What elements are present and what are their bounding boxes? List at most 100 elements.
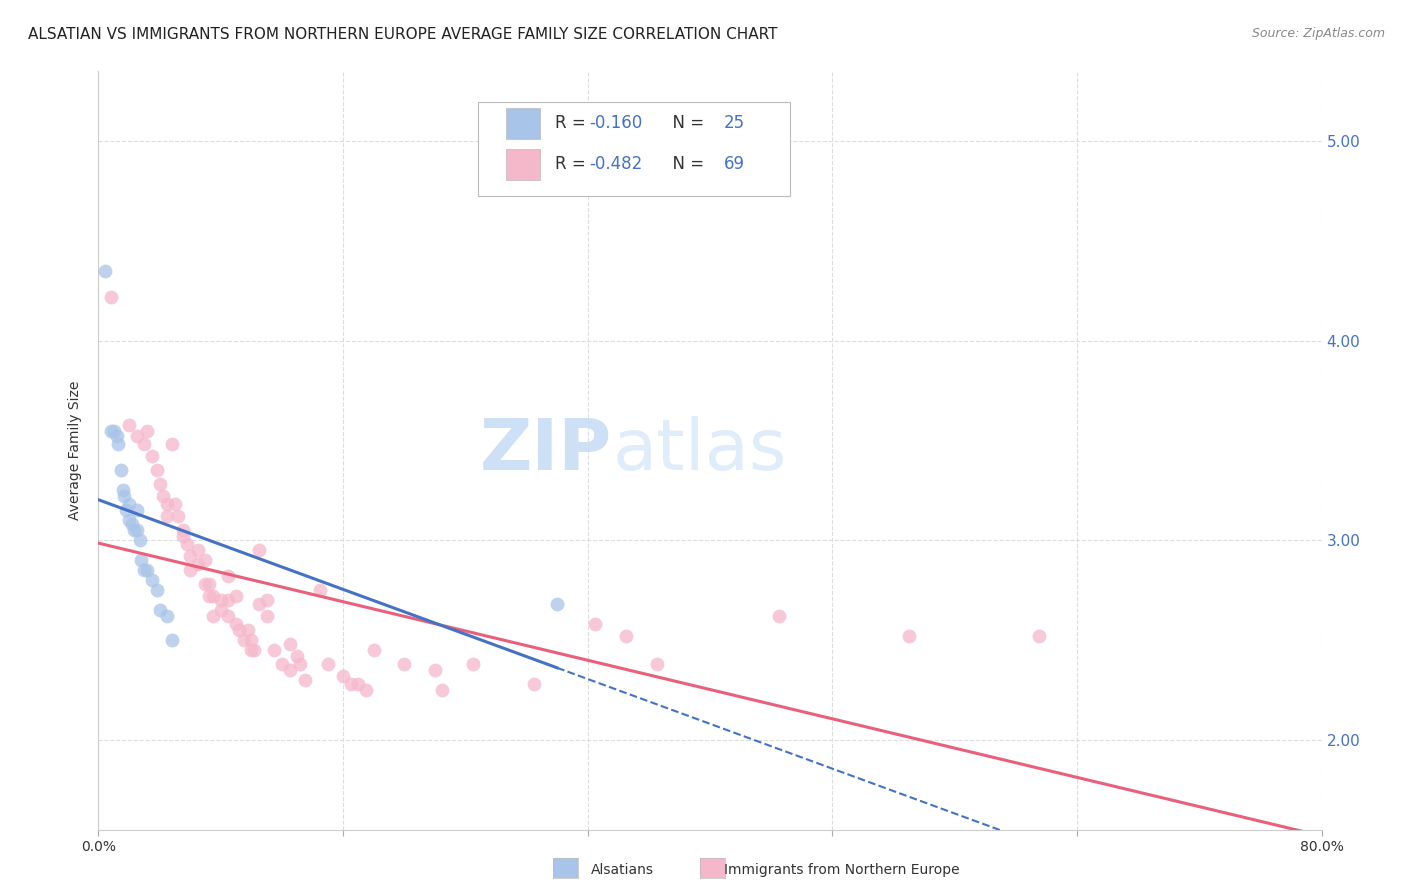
Point [145,463,167,477]
Point [167,509,190,524]
Point [187,557,209,572]
Point [149,477,172,491]
Point [172,529,194,543]
Point [354,682,377,697]
Point [145,583,167,598]
Point [240,633,263,648]
Point [523,677,546,691]
Point [136,563,159,577]
Y-axis label: Average Family Size: Average Family Size [69,381,83,520]
Point [209,593,232,607]
Point [128,533,150,548]
Text: Source: ZipAtlas.com: Source: ZipAtlas.com [1251,27,1385,40]
Point [129,553,152,567]
Point [172,523,194,537]
Point [118,513,141,527]
Bar [506,108,540,138]
Point [217,609,239,624]
Point [225,617,247,632]
Point [228,623,250,637]
Point [202,609,225,624]
Text: Alsatians: Alsatians [591,863,654,877]
Point [202,589,225,603]
Point [125,429,148,443]
Point [339,677,361,691]
Point [100,290,122,304]
Point [122,523,145,537]
Point [163,497,186,511]
Text: 69: 69 [724,155,745,173]
Point [232,633,254,648]
Point [103,424,125,438]
Point [256,609,278,624]
Point [461,657,484,671]
Point [136,424,159,438]
Text: -0.482: -0.482 [589,155,643,173]
Point [363,643,385,657]
Point [897,629,920,643]
Point [160,437,183,451]
Text: R =: R = [555,155,591,173]
Point [115,503,138,517]
Point [583,617,606,632]
Point [125,523,148,537]
Point [423,663,446,677]
Point [225,589,247,603]
Point [768,609,790,624]
Point [176,537,198,551]
Point [270,657,294,671]
Text: R =: R = [555,114,591,132]
Point [278,637,301,651]
Point [187,543,209,558]
Point [125,503,148,517]
Point [247,543,270,558]
Point [179,549,201,564]
Point [93,264,115,278]
Point [316,657,339,671]
Text: Immigrants from Northern Europe: Immigrants from Northern Europe [724,863,960,877]
Point [156,509,179,524]
Point [121,517,143,532]
Point [285,648,308,663]
Point [645,657,668,671]
Text: 25: 25 [724,114,745,132]
Point [156,609,179,624]
Point [263,643,285,657]
Point [179,563,201,577]
Point [111,483,134,498]
Point [290,657,312,671]
Point [614,629,637,643]
Point [197,577,219,591]
Point [247,597,270,611]
Point [141,450,163,464]
Text: N =: N = [662,155,710,173]
Point [118,497,141,511]
Bar [506,149,540,179]
Point [156,497,179,511]
Point [141,573,163,587]
Point [100,424,122,438]
Text: -0.160: -0.160 [589,114,643,132]
Point [332,669,354,683]
Point [392,657,416,671]
Point [194,577,217,591]
Point [240,643,263,657]
Point [217,569,239,583]
Point [309,583,332,598]
Text: ZIP: ZIP [479,416,612,485]
Point [134,437,156,451]
Point [149,603,172,617]
Point [107,437,129,451]
Point [294,673,316,687]
Point [134,563,156,577]
Text: N =: N = [662,114,710,132]
Point [546,597,568,611]
Point [217,593,239,607]
Point [152,489,174,503]
Text: atlas: atlas [612,416,786,485]
Point [110,463,132,477]
Point [197,589,219,603]
Point [238,623,260,637]
FancyBboxPatch shape [478,102,790,196]
Point [194,553,217,567]
